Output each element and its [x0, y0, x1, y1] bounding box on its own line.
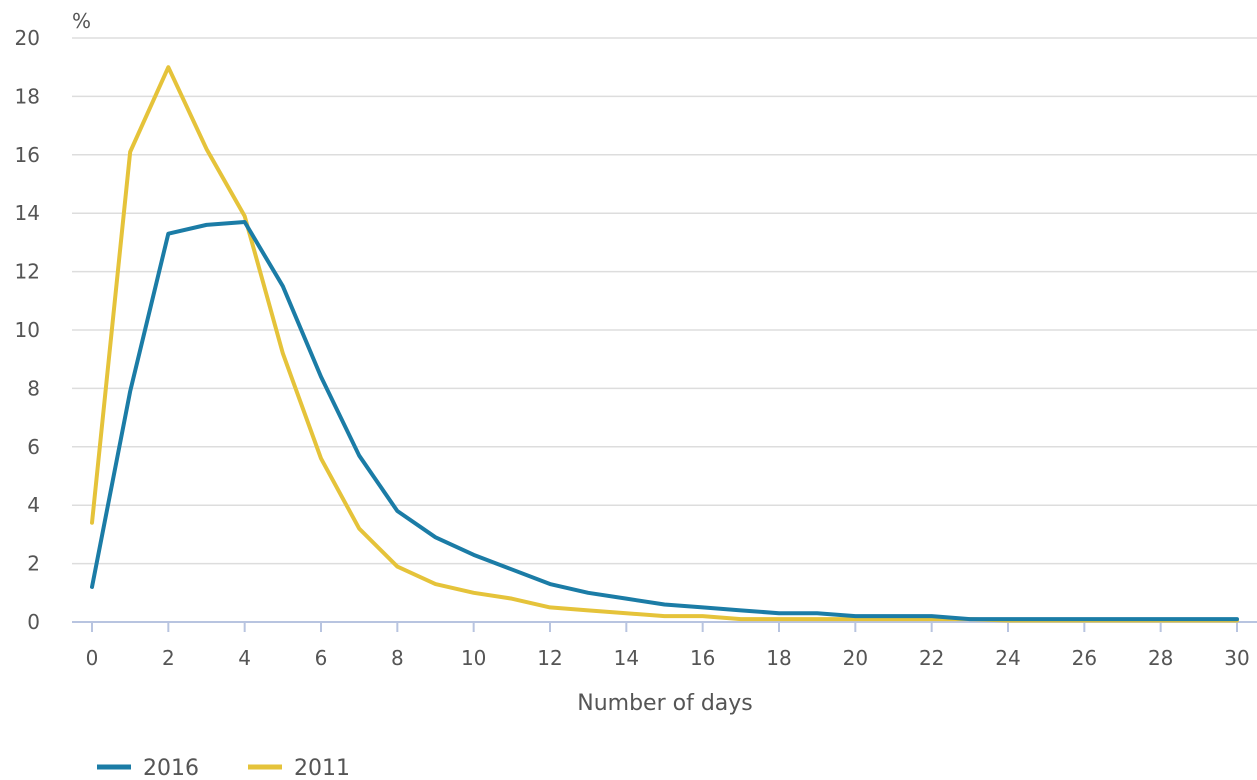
x-tick-label: 18 — [766, 646, 791, 670]
x-tick-label: 30 — [1224, 646, 1249, 670]
x-tick-label: 4 — [238, 646, 251, 670]
y-tick-label: 0 — [27, 610, 40, 634]
x-tick-label: 12 — [537, 646, 562, 670]
x-axis — [72, 621, 1257, 632]
y-tick-label: 16 — [15, 143, 40, 167]
x-tick-label: 24 — [995, 646, 1020, 670]
y-tick-label: 10 — [15, 318, 40, 342]
y-tick-label: 14 — [15, 201, 40, 225]
legend-label-2011: 2011 — [294, 756, 350, 780]
x-tick-label: 20 — [843, 646, 868, 670]
y-axis-tick-labels: 0 2 4 6 8 10 12 14 16 18 20 — [15, 26, 40, 634]
y-tick-label: 18 — [15, 84, 40, 108]
series-lines — [90, 65, 1239, 623]
y-tick-label: 4 — [27, 493, 40, 517]
legend-label-2016: 2016 — [143, 756, 199, 780]
series-line-2016 — [90, 219, 1239, 622]
y-tick-label: 20 — [15, 26, 40, 50]
x-tick-label: 14 — [614, 646, 639, 670]
x-tick-label: 0 — [86, 646, 99, 670]
x-axis-tick-labels: 0 2 4 6 8 10 12 14 16 18 20 22 24 26 28 30 — [86, 646, 1250, 670]
y-tick-label: 2 — [27, 552, 40, 576]
x-tick-label: 8 — [391, 646, 404, 670]
legend: 2016 2011 — [97, 756, 350, 780]
x-axis-title: Number of days — [577, 691, 753, 716]
x-tick-label: 16 — [690, 646, 715, 670]
x-tick-label: 26 — [1072, 646, 1097, 670]
y-tick-label: 8 — [27, 376, 40, 400]
y-tick-label: 12 — [15, 260, 40, 284]
x-tick-label: 28 — [1148, 646, 1173, 670]
y-axis-unit-label: % — [72, 9, 91, 33]
x-tick-label: 10 — [461, 646, 486, 670]
y-tick-label: 6 — [27, 435, 40, 459]
x-tick-label: 2 — [162, 646, 175, 670]
gridlines — [72, 37, 1257, 565]
series-line-2011 — [90, 65, 1239, 623]
x-tick-label: 6 — [315, 646, 328, 670]
x-tick-label: 22 — [919, 646, 944, 670]
